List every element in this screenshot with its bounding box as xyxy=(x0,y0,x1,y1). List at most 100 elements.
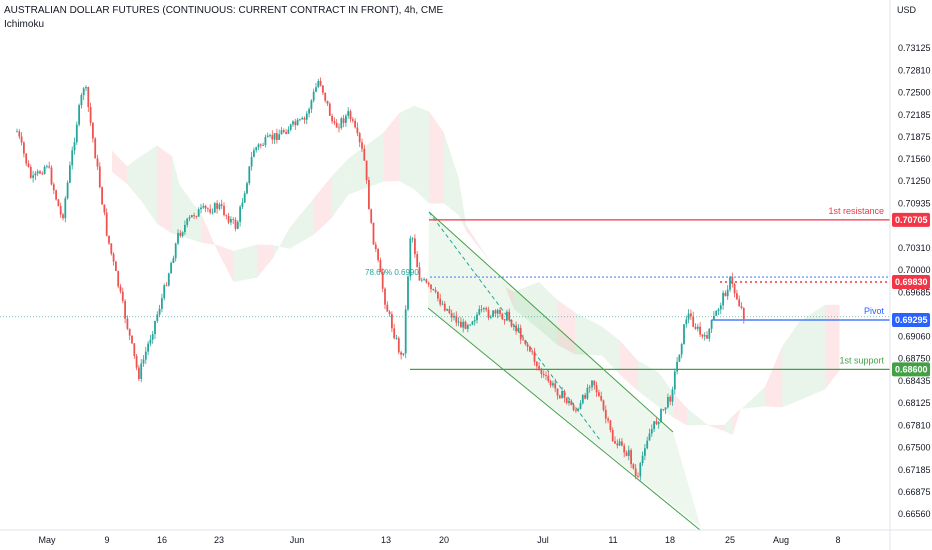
candle xyxy=(402,353,405,355)
candle xyxy=(331,115,333,122)
candle xyxy=(305,113,308,120)
candle xyxy=(671,389,674,402)
candle xyxy=(255,147,258,151)
price-tick-label: 0.66560 xyxy=(898,509,931,519)
candle xyxy=(538,366,540,369)
candle xyxy=(533,351,536,362)
candle xyxy=(299,119,301,121)
candle xyxy=(92,122,94,139)
candle xyxy=(117,271,120,287)
candlesticks xyxy=(16,77,745,481)
candle xyxy=(85,87,87,89)
candle xyxy=(517,327,520,332)
candle xyxy=(738,299,741,307)
candle xyxy=(724,292,727,297)
horizontal-levels: 1st resistance 78.60% 0.6990 Pivot 1st supp… xyxy=(0,206,890,370)
candle xyxy=(492,310,494,317)
time-tick-label: Jul xyxy=(537,535,549,545)
candle xyxy=(218,204,221,209)
time-tick-label: 9 xyxy=(104,535,109,545)
cloud-segment xyxy=(602,326,620,375)
candle xyxy=(280,130,283,135)
candle xyxy=(667,396,669,408)
candle xyxy=(223,205,225,216)
candle xyxy=(151,334,154,340)
candle xyxy=(404,309,407,354)
candle xyxy=(625,452,628,456)
currency-label: USD xyxy=(897,5,917,15)
candle xyxy=(616,443,619,446)
candle xyxy=(733,283,736,294)
candle xyxy=(310,100,313,110)
candle xyxy=(294,121,297,126)
cloud-segment xyxy=(217,245,234,282)
candle xyxy=(78,105,80,125)
cloud-segment xyxy=(429,111,444,204)
candle xyxy=(618,441,621,446)
candle xyxy=(374,244,377,250)
candle xyxy=(411,238,414,240)
candle xyxy=(641,455,644,464)
candle xyxy=(202,205,205,208)
candle xyxy=(342,118,345,123)
candle xyxy=(469,324,471,326)
candle xyxy=(142,359,145,364)
candle xyxy=(246,183,248,194)
candle xyxy=(250,157,253,167)
time-tick-label: 13 xyxy=(381,535,391,545)
price-tick-label: 0.68435 xyxy=(898,376,931,386)
candle xyxy=(558,395,561,399)
candle xyxy=(103,204,106,213)
candle xyxy=(515,325,517,332)
candle xyxy=(570,400,573,406)
candle xyxy=(174,243,177,259)
candle xyxy=(163,285,166,299)
candle xyxy=(112,253,115,262)
candle xyxy=(448,308,451,314)
candle xyxy=(287,129,290,134)
candle xyxy=(197,209,200,217)
candle xyxy=(75,124,78,143)
candle xyxy=(243,193,246,203)
candle xyxy=(425,279,428,283)
price-tick-label: 0.70000 xyxy=(898,265,931,275)
candle xyxy=(124,300,126,319)
candle xyxy=(98,166,101,188)
candle xyxy=(36,171,39,174)
candle xyxy=(519,327,522,340)
candle xyxy=(731,277,734,284)
candle xyxy=(696,326,699,329)
candle xyxy=(648,433,651,441)
candle xyxy=(634,468,637,477)
candle xyxy=(414,238,416,255)
candle xyxy=(363,148,366,161)
cloud-segment xyxy=(514,281,539,330)
time-tick-label: May xyxy=(38,535,56,545)
candle xyxy=(706,335,708,339)
price-tick-label: 0.71875 xyxy=(898,132,931,142)
price-tick-label: 0.73125 xyxy=(898,43,931,53)
candle xyxy=(213,203,216,213)
candle xyxy=(588,387,591,388)
candle xyxy=(552,383,554,386)
cloud-segment xyxy=(458,178,467,232)
candle xyxy=(64,198,67,219)
time-tick-label: Aug xyxy=(773,535,789,545)
candle xyxy=(20,136,23,143)
candle xyxy=(547,375,550,381)
cloud-segment xyxy=(331,158,349,219)
cloud-segment xyxy=(724,416,733,436)
candle xyxy=(248,166,251,184)
price-tick-label: 0.70935 xyxy=(898,199,931,209)
price-tick-label: 0.67500 xyxy=(898,442,931,452)
candle xyxy=(575,410,577,411)
price-badge-label: 0.69295 xyxy=(895,315,928,325)
candle xyxy=(301,117,304,120)
candle xyxy=(719,305,722,310)
time-tick-label: 23 xyxy=(214,535,224,545)
candle xyxy=(409,238,412,277)
candle xyxy=(496,309,499,314)
candle xyxy=(184,224,186,233)
candle xyxy=(315,87,317,92)
